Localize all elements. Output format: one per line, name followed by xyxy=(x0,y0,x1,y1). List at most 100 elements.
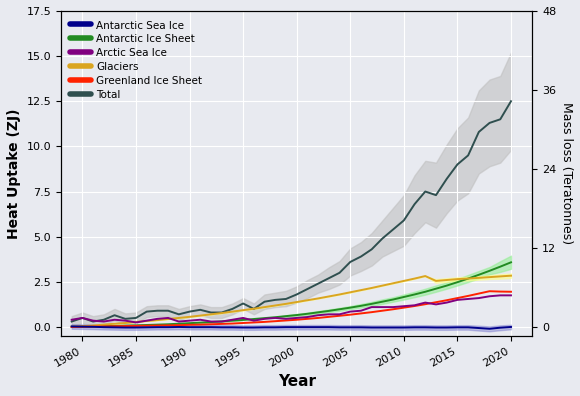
Arctic Sea Ice xyxy=(229,317,236,322)
Arctic Sea Ice xyxy=(390,305,397,310)
Greenland Ice Sheet xyxy=(240,321,246,326)
Antarctic Ice Sheet xyxy=(175,321,182,326)
Glaciers xyxy=(175,316,182,320)
Line: Glaciers: Glaciers xyxy=(72,276,511,327)
Antarctic Sea Ice xyxy=(347,325,354,330)
Arctic Sea Ice xyxy=(175,319,182,324)
Arctic Sea Ice xyxy=(143,318,150,323)
Total xyxy=(368,247,375,252)
Total xyxy=(122,316,129,321)
Glaciers xyxy=(476,276,483,280)
Arctic Sea Ice xyxy=(325,312,332,317)
Antarctic Ice Sheet xyxy=(208,320,215,324)
Arctic Sea Ice xyxy=(186,318,193,323)
Glaciers xyxy=(486,275,493,280)
Greenland Ice Sheet xyxy=(261,320,268,324)
Total xyxy=(325,276,332,281)
Total xyxy=(90,319,97,324)
Greenland Ice Sheet xyxy=(218,322,225,326)
Total xyxy=(261,299,268,304)
Greenland Ice Sheet xyxy=(79,324,86,329)
Antarctic Sea Ice xyxy=(486,326,493,331)
Antarctic Sea Ice xyxy=(443,325,450,330)
Total xyxy=(400,218,407,223)
Greenland Ice Sheet xyxy=(111,324,118,329)
Glaciers xyxy=(400,278,407,283)
Total xyxy=(293,292,300,297)
Greenland Ice Sheet xyxy=(336,313,343,318)
Arctic Sea Ice xyxy=(282,316,289,321)
Glaciers xyxy=(272,303,279,308)
Greenland Ice Sheet xyxy=(368,310,375,314)
Arctic Sea Ice xyxy=(314,313,321,318)
Antarctic Ice Sheet xyxy=(476,272,483,277)
Antarctic Ice Sheet xyxy=(143,323,150,327)
Greenland Ice Sheet xyxy=(165,323,172,328)
Arctic Sea Ice xyxy=(476,296,483,301)
Arctic Sea Ice xyxy=(165,316,172,320)
Greenland Ice Sheet xyxy=(122,324,129,328)
Total xyxy=(79,316,86,320)
Arctic Sea Ice xyxy=(422,300,429,305)
Antarctic Sea Ice xyxy=(314,325,321,329)
Arctic Sea Ice xyxy=(465,297,472,301)
Arctic Sea Ice xyxy=(197,317,204,322)
Arctic Sea Ice xyxy=(100,319,107,324)
Antarctic Sea Ice xyxy=(122,325,129,330)
Antarctic Ice Sheet xyxy=(486,268,493,273)
Antarctic Sea Ice xyxy=(390,325,397,330)
Arctic Sea Ice xyxy=(132,320,139,325)
Total xyxy=(347,259,354,264)
Glaciers xyxy=(186,314,193,319)
Arctic Sea Ice xyxy=(272,316,279,320)
Antarctic Sea Ice xyxy=(261,325,268,330)
Antarctic Sea Ice xyxy=(465,325,472,330)
Total xyxy=(186,309,193,314)
Arctic Sea Ice xyxy=(357,308,364,313)
Antarctic Sea Ice xyxy=(282,325,289,329)
Glaciers xyxy=(314,296,321,301)
Antarctic Sea Ice xyxy=(175,325,182,329)
Total xyxy=(336,270,343,275)
Antarctic Sea Ice xyxy=(422,325,429,330)
Line: Total: Total xyxy=(72,101,511,322)
Total xyxy=(454,162,461,167)
Antarctic Sea Ice xyxy=(433,325,440,330)
Glaciers xyxy=(325,294,332,299)
Total xyxy=(175,312,182,317)
Greenland Ice Sheet xyxy=(197,322,204,327)
Antarctic Sea Ice xyxy=(293,325,300,329)
Total xyxy=(143,309,150,314)
Greenland Ice Sheet xyxy=(347,312,354,317)
Total xyxy=(218,310,225,315)
Glaciers xyxy=(111,321,118,326)
Y-axis label: Heat Uptake (ZJ): Heat Uptake (ZJ) xyxy=(7,108,21,239)
Greenland Ice Sheet xyxy=(422,302,429,307)
Antarctic Ice Sheet xyxy=(368,301,375,306)
Greenland Ice Sheet xyxy=(497,289,504,294)
Greenland Ice Sheet xyxy=(411,304,418,308)
Greenland Ice Sheet xyxy=(186,322,193,327)
Antarctic Ice Sheet xyxy=(379,299,386,304)
Antarctic Ice Sheet xyxy=(240,318,246,322)
Antarctic Ice Sheet xyxy=(400,295,407,299)
Antarctic Sea Ice xyxy=(400,325,407,330)
Arctic Sea Ice xyxy=(400,304,407,308)
Antarctic Ice Sheet xyxy=(165,322,172,327)
Arctic Sea Ice xyxy=(293,316,300,320)
Total xyxy=(422,189,429,194)
Greenland Ice Sheet xyxy=(100,324,107,329)
Glaciers xyxy=(508,273,514,278)
Antarctic Ice Sheet xyxy=(411,292,418,297)
Antarctic Ice Sheet xyxy=(282,314,289,318)
Greenland Ice Sheet xyxy=(68,325,75,329)
Antarctic Sea Ice xyxy=(218,325,225,330)
Glaciers xyxy=(165,317,172,322)
Antarctic Ice Sheet xyxy=(197,320,204,325)
Arctic Sea Ice xyxy=(68,317,75,322)
Glaciers xyxy=(79,324,86,329)
Antarctic Ice Sheet xyxy=(304,311,311,316)
Arctic Sea Ice xyxy=(336,312,343,317)
Antarctic Sea Ice xyxy=(251,325,258,330)
Glaciers xyxy=(90,323,97,328)
